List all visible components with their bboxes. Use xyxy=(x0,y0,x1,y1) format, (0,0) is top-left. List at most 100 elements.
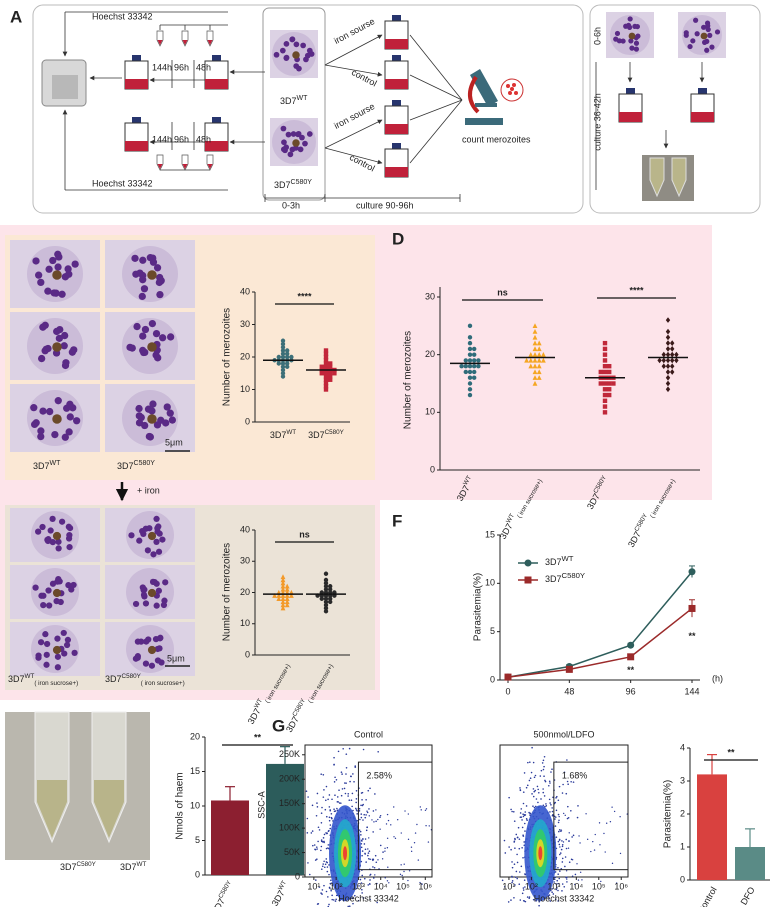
nucleus xyxy=(37,278,45,287)
event xyxy=(368,837,370,839)
dot xyxy=(276,592,282,598)
event xyxy=(326,866,329,868)
event xyxy=(592,840,594,843)
nucleus xyxy=(707,32,713,38)
nucleus xyxy=(287,151,294,158)
dot xyxy=(602,340,608,346)
y-tick-label: 15 xyxy=(485,529,495,539)
y-tick-label: 250K xyxy=(279,749,300,759)
y-tick-label: 1 xyxy=(680,841,685,851)
dot xyxy=(467,392,473,398)
event xyxy=(331,798,333,801)
event xyxy=(558,877,561,880)
x-tick-label: 144 xyxy=(684,686,699,696)
event xyxy=(528,897,531,900)
dot xyxy=(280,345,286,350)
event xyxy=(321,806,323,809)
event xyxy=(410,850,413,853)
nucleus xyxy=(303,56,309,63)
duration: 48h xyxy=(196,62,211,72)
event xyxy=(403,863,405,865)
event xyxy=(363,843,366,845)
event xyxy=(558,785,561,788)
event xyxy=(365,798,367,801)
event xyxy=(512,810,515,813)
event xyxy=(579,871,582,873)
event xyxy=(554,898,557,901)
nucleus xyxy=(150,551,157,558)
event xyxy=(519,812,522,814)
event xyxy=(565,876,567,879)
y-tick-label: 0 xyxy=(490,674,495,684)
dot xyxy=(323,380,329,386)
dot xyxy=(532,328,538,334)
bar xyxy=(697,774,727,880)
nucleus xyxy=(156,530,163,537)
dot xyxy=(276,361,281,366)
dot xyxy=(602,381,608,386)
dot xyxy=(670,340,675,346)
y-axis-label: Parasitemia(%) xyxy=(663,780,674,848)
strain-label: 3D7WT xyxy=(33,460,61,471)
event xyxy=(372,831,374,833)
event xyxy=(528,896,531,898)
event xyxy=(329,882,332,885)
event xyxy=(542,804,545,807)
y-tick-label: 0 xyxy=(195,869,200,879)
dot xyxy=(661,351,666,358)
dot xyxy=(280,577,286,583)
event xyxy=(361,850,364,852)
stain-label: Hoechst 33342 xyxy=(92,178,153,188)
legend-label: 3D7C580Y xyxy=(545,571,585,585)
nucleus xyxy=(154,525,161,532)
event xyxy=(522,834,524,836)
event xyxy=(320,839,323,841)
event xyxy=(314,879,317,881)
event xyxy=(574,873,577,876)
event xyxy=(308,873,311,876)
strain-label: 3D7C580Y xyxy=(117,460,155,471)
event xyxy=(369,858,371,861)
nucleus xyxy=(280,125,287,132)
event xyxy=(377,750,379,753)
nucleus xyxy=(283,40,290,47)
strain-label-sub: ( iron sucrose+) xyxy=(141,680,185,687)
x-tick-label: 10⁶ xyxy=(418,881,432,891)
dot xyxy=(323,351,329,356)
strain-label-base: 3D7 xyxy=(105,674,122,684)
nucleus xyxy=(43,651,50,658)
event xyxy=(382,851,384,853)
event xyxy=(379,814,382,817)
microscope-arm xyxy=(468,75,480,114)
flask-cap xyxy=(392,143,401,149)
connector xyxy=(324,147,383,165)
event xyxy=(322,774,325,776)
dot xyxy=(528,363,534,369)
event xyxy=(562,783,564,786)
event xyxy=(544,779,546,782)
event xyxy=(316,903,319,905)
x-tick-label: 48 xyxy=(564,686,574,696)
event xyxy=(533,806,536,809)
dot xyxy=(319,371,324,376)
event xyxy=(367,789,370,792)
dot xyxy=(280,348,286,353)
dot xyxy=(467,335,473,340)
event xyxy=(585,813,587,815)
event xyxy=(358,829,361,831)
nucleus xyxy=(154,645,161,653)
event xyxy=(401,874,403,877)
event xyxy=(515,833,518,836)
nucleus xyxy=(293,63,300,69)
dot xyxy=(467,364,473,369)
event xyxy=(598,822,601,824)
event xyxy=(560,848,563,851)
nucleus xyxy=(690,38,696,44)
event xyxy=(336,796,339,798)
count-label: count merozoites xyxy=(462,134,531,144)
event xyxy=(529,777,532,780)
event xyxy=(316,802,318,804)
dot xyxy=(284,583,290,589)
event xyxy=(334,900,337,902)
event xyxy=(360,842,363,845)
